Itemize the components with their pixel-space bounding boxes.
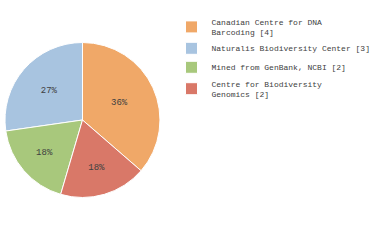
svg-text:Mined from GenBank, NCBI [2]: Mined from GenBank, NCBI [2] [212, 63, 346, 72]
svg-text:36%: 36% [111, 98, 128, 108]
svg-text:27%: 27% [41, 86, 58, 96]
svg-text:18%: 18% [36, 148, 53, 158]
svg-text:18%: 18% [88, 163, 105, 173]
svg-text:Naturalis Biodiversity Center: Naturalis Biodiversity Center [3] [212, 44, 370, 53]
svg-text:Canadian Centre for DNABarcodi: Canadian Centre for DNABarcoding [4] [212, 18, 323, 37]
svg-text:Centre for BiodiversityGenomic: Centre for BiodiversityGenomics [2] [212, 80, 323, 99]
